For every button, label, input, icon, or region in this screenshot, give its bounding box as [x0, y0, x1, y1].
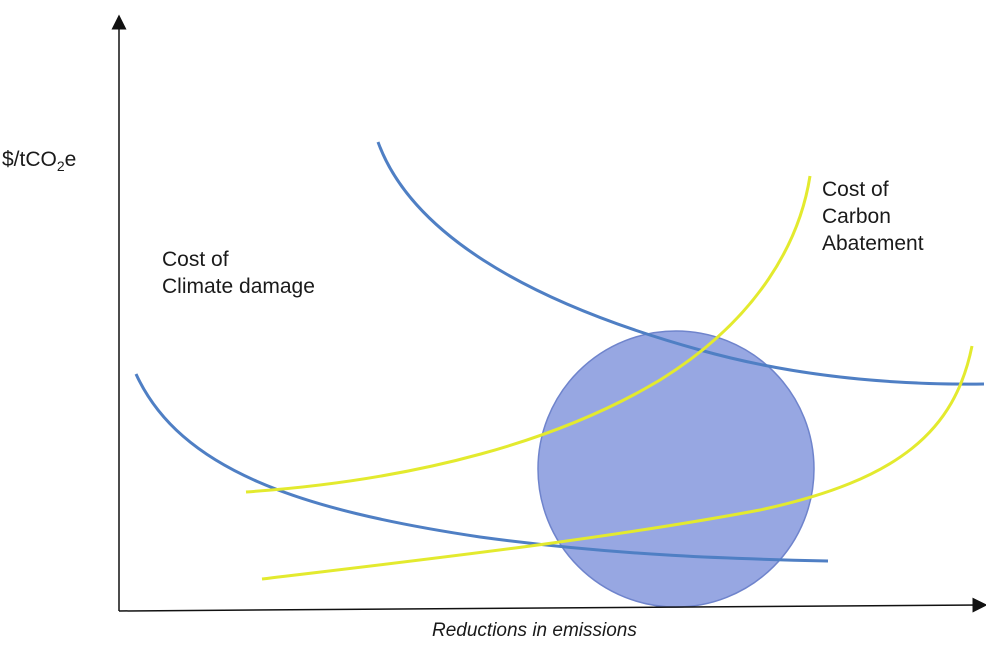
damage-label-line-2: Climate damage	[162, 275, 315, 298]
abatement-curve-label: Cost of Carbon Abatement	[822, 176, 924, 257]
y-axis-title-subscript: 2	[56, 158, 65, 175]
y-axis-title: $/tCO2e	[2, 146, 76, 180]
uncertainty-zone-circle	[537, 330, 815, 608]
abatement-label-line-2: Carbon	[822, 205, 891, 228]
damage-curve-label: Cost of Climate damage	[162, 246, 315, 300]
x-axis-title: Reductions in emissions	[432, 620, 637, 641]
abatement-curve-upper	[245, 175, 812, 494]
abatement-curve-lower	[261, 345, 974, 581]
damage-label-line-1: Cost of	[162, 248, 229, 271]
abatement-label-line-3: Abatement	[822, 232, 924, 255]
abatement-label-line-1: Cost of	[822, 178, 889, 201]
y-axis-title-prefix: $/tCO	[2, 148, 57, 171]
x-axis	[118, 597, 986, 613]
y-axis-title-suffix: e	[64, 148, 77, 171]
damage-curve-lower	[134, 373, 829, 563]
damage-curve-upper	[376, 141, 985, 386]
